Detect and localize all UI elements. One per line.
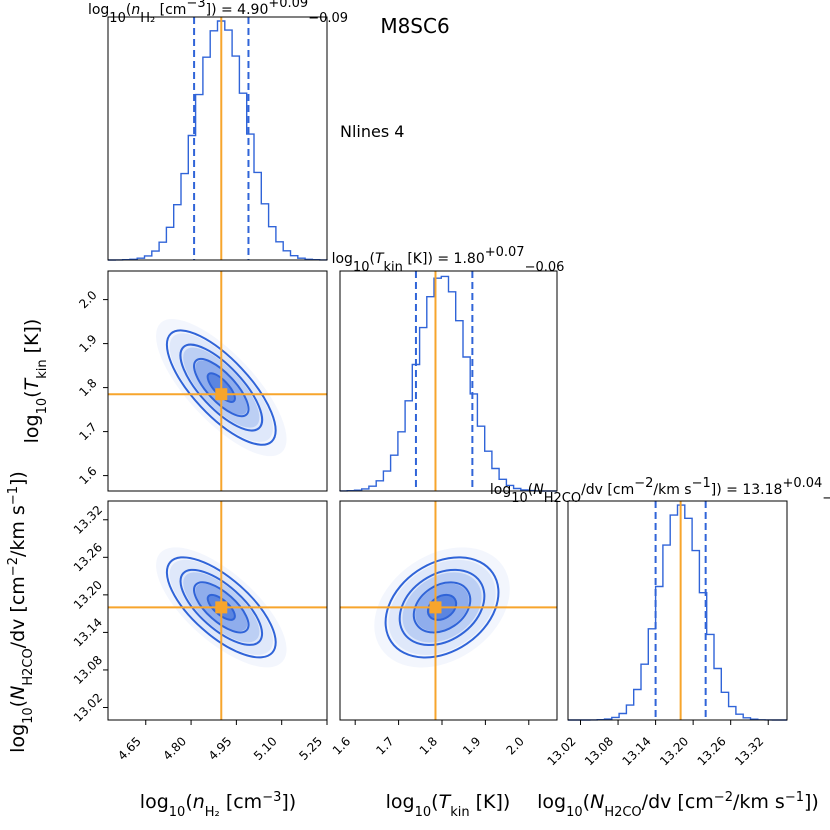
contour-Tkin-NH2CO-1	[412, 581, 472, 634]
panel-frame-Tkin-NH2CO	[339, 500, 558, 721]
ytick-label-NH2CO-2: 13.14	[71, 615, 105, 649]
figure-title: M8SC6	[380, 14, 449, 38]
ytick-label-NH2CO-5: 13.32	[71, 503, 105, 537]
contour-Tkin-NH2CO-2	[398, 568, 486, 646]
histogram-Tkin	[339, 275, 557, 492]
ytick-label-Tkin-0: 1.6	[76, 464, 99, 487]
panel-frame-nH2-nH2	[107, 16, 328, 261]
truth-marker-nH2-Tkin	[215, 388, 228, 401]
xtick-label-NH2CO-4: 13.26	[695, 734, 729, 768]
xtick-label-Tkin-0: 1.6	[330, 734, 353, 757]
histogram-NH2CO	[568, 504, 787, 721]
xaxis-label-NH2CO: log10(NH2CO/dv [cm−2/km s−1])	[537, 790, 819, 820]
panel-title-Tkin: log10(Tkin [K]) = 1.80+0.07−0.06	[332, 245, 565, 275]
xtick-label-NH2CO-5: 13.32	[732, 734, 766, 768]
ytick-label-NH2CO-3: 13.20	[71, 578, 105, 612]
xaxis-label-nH2: log10(nH₂ [cm−3])	[140, 790, 296, 820]
xtick-label-NH2CO-2: 13.14	[620, 734, 654, 768]
xtick-label-Tkin-1: 1.7	[373, 734, 396, 757]
contour-nH2-Tkin-1	[193, 358, 250, 418]
xtick-label-nH2-0: 4.65	[115, 734, 144, 763]
xtick-label-Tkin-4: 2.0	[504, 734, 527, 757]
yaxis-label-NH2CO: log10(NH2CO/dv [cm−2/km s−1])	[6, 471, 36, 753]
contour-nH2-Tkin-2	[179, 343, 264, 432]
panel-frame-NH2CO-NH2CO	[567, 500, 788, 721]
ytick-label-Tkin-2: 1.8	[76, 376, 99, 399]
xtick-label-NH2CO-1: 13.08	[582, 734, 616, 768]
ytick-label-NH2CO-4: 13.26	[71, 540, 105, 574]
xtick-label-Tkin-3: 1.9	[460, 734, 483, 757]
xtick-label-nH2-2: 4.95	[206, 734, 235, 763]
ytick-label-Tkin-1: 1.7	[76, 420, 99, 443]
histogram-nH2	[108, 20, 328, 261]
panel-frame-nH2-Tkin	[107, 270, 328, 492]
xtick-label-NH2CO-3: 13.20	[657, 734, 691, 768]
panel-frame-nH2-NH2CO	[107, 500, 328, 721]
panel-title-nH2: log10(nH₂ [cm−3]) = 4.90+0.09−0.09	[88, 0, 348, 26]
contour-Tkin-NH2CO-3	[384, 556, 500, 659]
truth-marker-nH2-NH2CO	[215, 601, 228, 614]
truth-marker-Tkin-NH2CO	[429, 601, 442, 614]
contour-nH2-NH2CO-2	[179, 568, 264, 646]
yaxis-label-Tkin: log10(Tkin [K])	[21, 319, 50, 444]
ytick-label-NH2CO-1: 13.08	[71, 653, 105, 687]
nlines-annotation: Nlines 4	[340, 122, 404, 141]
panel-title-NH2CO: log10(NH2CO/dv [cm−2/km s−1]) = 13.18+0.…	[490, 476, 830, 506]
xtick-label-Tkin-2: 1.8	[417, 734, 440, 757]
contour-nH2-Tkin-3	[165, 329, 277, 446]
contour-nH2-NH2CO-3	[165, 556, 277, 659]
contour-nH2-NH2CO-1	[193, 581, 250, 634]
xtick-label-nH2-3: 5.10	[251, 734, 280, 763]
xtick-label-nH2-1: 4.80	[160, 734, 189, 763]
xaxis-label-Tkin: log10(Tkin [K])	[386, 791, 511, 820]
ytick-label-Tkin-4: 2.0	[76, 288, 99, 311]
xtick-label-nH2-4: 5.25	[296, 734, 325, 763]
panel-frame-Tkin-Tkin	[339, 270, 558, 492]
ytick-label-Tkin-3: 1.9	[76, 332, 99, 355]
ytick-label-NH2CO-0: 13.02	[71, 690, 105, 724]
xtick-label-NH2CO-0: 13.02	[544, 734, 578, 768]
